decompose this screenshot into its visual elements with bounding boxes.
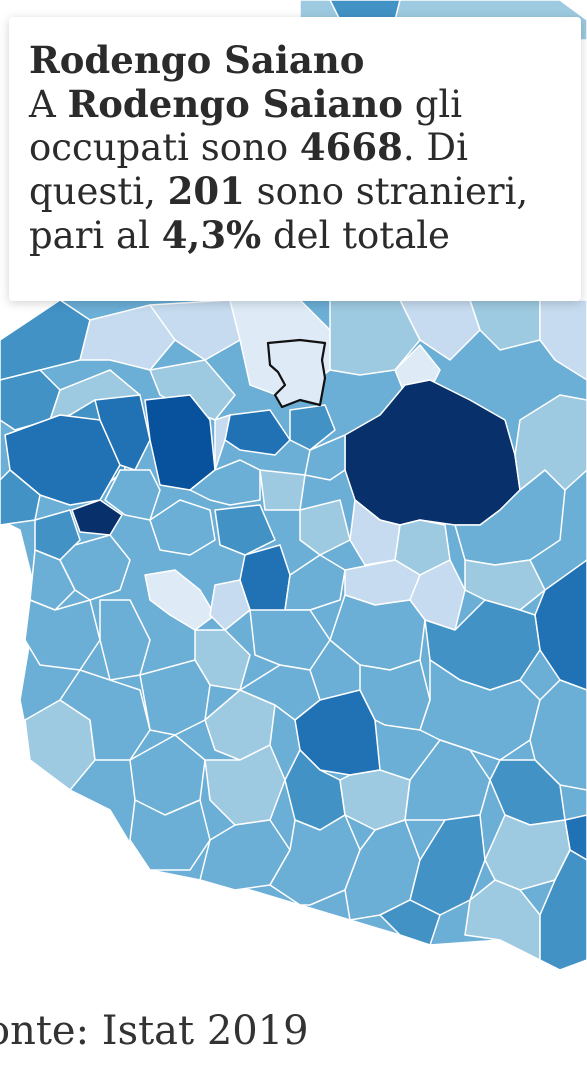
- tooltip-text: A: [29, 82, 68, 126]
- municipality[interactable]: [29, 549, 76, 611]
- municipality[interactable]: [0, 469, 41, 526]
- municipality[interactable]: [24, 599, 101, 671]
- tooltip-town: Rodengo Saiano: [67, 81, 403, 126]
- municipality[interactable]: [539, 849, 587, 971]
- source-caption: onte: Istat 2019: [0, 1008, 309, 1054]
- tooltip-body: A Rodengo Saiano gli occupati sono 4668.…: [29, 81, 561, 258]
- municipality[interactable]: [514, 394, 587, 491]
- tooltip-title: Rodengo Saiano: [29, 38, 365, 82]
- municipality[interactable]: [144, 569, 216, 631]
- tooltip-employed: 4668: [299, 125, 403, 170]
- tooltip-text: . Di questi,: [29, 126, 468, 213]
- tooltip-text: gli occupati sono: [29, 82, 463, 170]
- municipality[interactable]: [149, 499, 216, 556]
- municipality[interactable]: [204, 744, 286, 826]
- municipality[interactable]: [299, 499, 351, 556]
- municipality[interactable]: [129, 799, 211, 871]
- municipality[interactable]: [249, 609, 331, 671]
- municipality[interactable]: [214, 504, 276, 556]
- tooltip-text: del totale: [261, 213, 450, 257]
- municipality[interactable]: [419, 659, 541, 761]
- highlighted-municipality[interactable]: [266, 338, 327, 409]
- municipality[interactable]: [304, 434, 346, 481]
- municipality[interactable]: [209, 579, 251, 631]
- municipality[interactable]: [214, 414, 231, 471]
- municipality[interactable]: [189, 459, 261, 506]
- tooltip-foreigners: 201: [167, 168, 245, 213]
- municipality[interactable]: [529, 679, 587, 791]
- tooltip-text: sono stranieri, pari al: [29, 169, 529, 257]
- municipality[interactable]: [71, 499, 123, 536]
- municipality[interactable]: [259, 469, 306, 511]
- municipality[interactable]: [379, 899, 441, 946]
- municipality[interactable]: [59, 534, 131, 601]
- municipality[interactable]: [464, 559, 546, 611]
- tooltip-percent: 4,3%: [161, 212, 262, 257]
- municipality[interactable]: [404, 739, 491, 821]
- tooltip: Rodengo Saiano A Rodengo Saiano gli occu…: [9, 17, 581, 301]
